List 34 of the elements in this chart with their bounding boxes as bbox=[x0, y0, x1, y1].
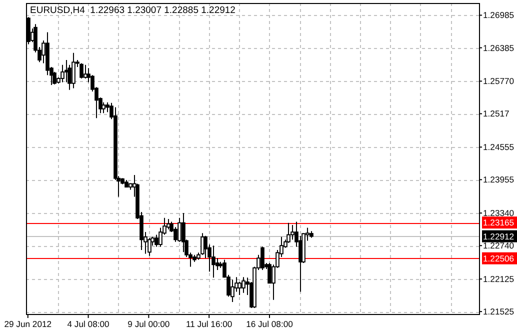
y-tick-label: 1.23955 bbox=[483, 174, 514, 185]
candlestick bbox=[68, 64, 72, 90]
candlestick bbox=[80, 62, 84, 79]
ref-line-label: 1.23165 bbox=[483, 218, 514, 228]
x-tick-label: 11 Jul 16:00 bbox=[186, 319, 232, 329]
candlestick bbox=[102, 102, 106, 114]
y-tick-label: 1.26385 bbox=[483, 42, 514, 53]
x-tick-label: 9 Jul 00:00 bbox=[128, 319, 170, 329]
candlestick bbox=[182, 212, 186, 253]
candlestick bbox=[72, 52, 76, 89]
y-tick-label: 1.2517 bbox=[483, 108, 510, 119]
candlestick bbox=[60, 64, 64, 83]
candlestick bbox=[52, 71, 56, 85]
x-tick-label: 29 Jun 2012 bbox=[4, 319, 52, 329]
y-tick-label: 1.25770 bbox=[483, 76, 514, 86]
candlestick bbox=[238, 281, 242, 296]
y-tick-label: 1.22740 bbox=[483, 240, 514, 251]
chart-title: EURUSD,H4 1.22963 1.23007 1.22885 1.22912 bbox=[30, 5, 236, 16]
ref-line-label: 1.22912 bbox=[483, 231, 514, 242]
ref-line-label: 1.22506 bbox=[483, 253, 514, 264]
candlestick bbox=[178, 217, 182, 242]
y-tick-label: 1.22125 bbox=[483, 274, 514, 284]
y-tick-label: 1.23340 bbox=[483, 208, 514, 218]
candlestick bbox=[230, 279, 234, 303]
candlestick bbox=[260, 246, 264, 271]
candlestick bbox=[290, 224, 294, 240]
x-tick-label: 4 Jul 08:00 bbox=[67, 319, 110, 329]
y-tick-label: 1.24555 bbox=[483, 142, 514, 152]
x-tick-label: 16 Jul 08:00 bbox=[246, 319, 294, 329]
candlestick bbox=[212, 245, 216, 278]
candlestick bbox=[154, 234, 158, 248]
candlestick bbox=[242, 276, 246, 294]
y-tick-label: 1.21525 bbox=[483, 306, 514, 317]
y-tick-label: 1.26985 bbox=[483, 10, 514, 20]
